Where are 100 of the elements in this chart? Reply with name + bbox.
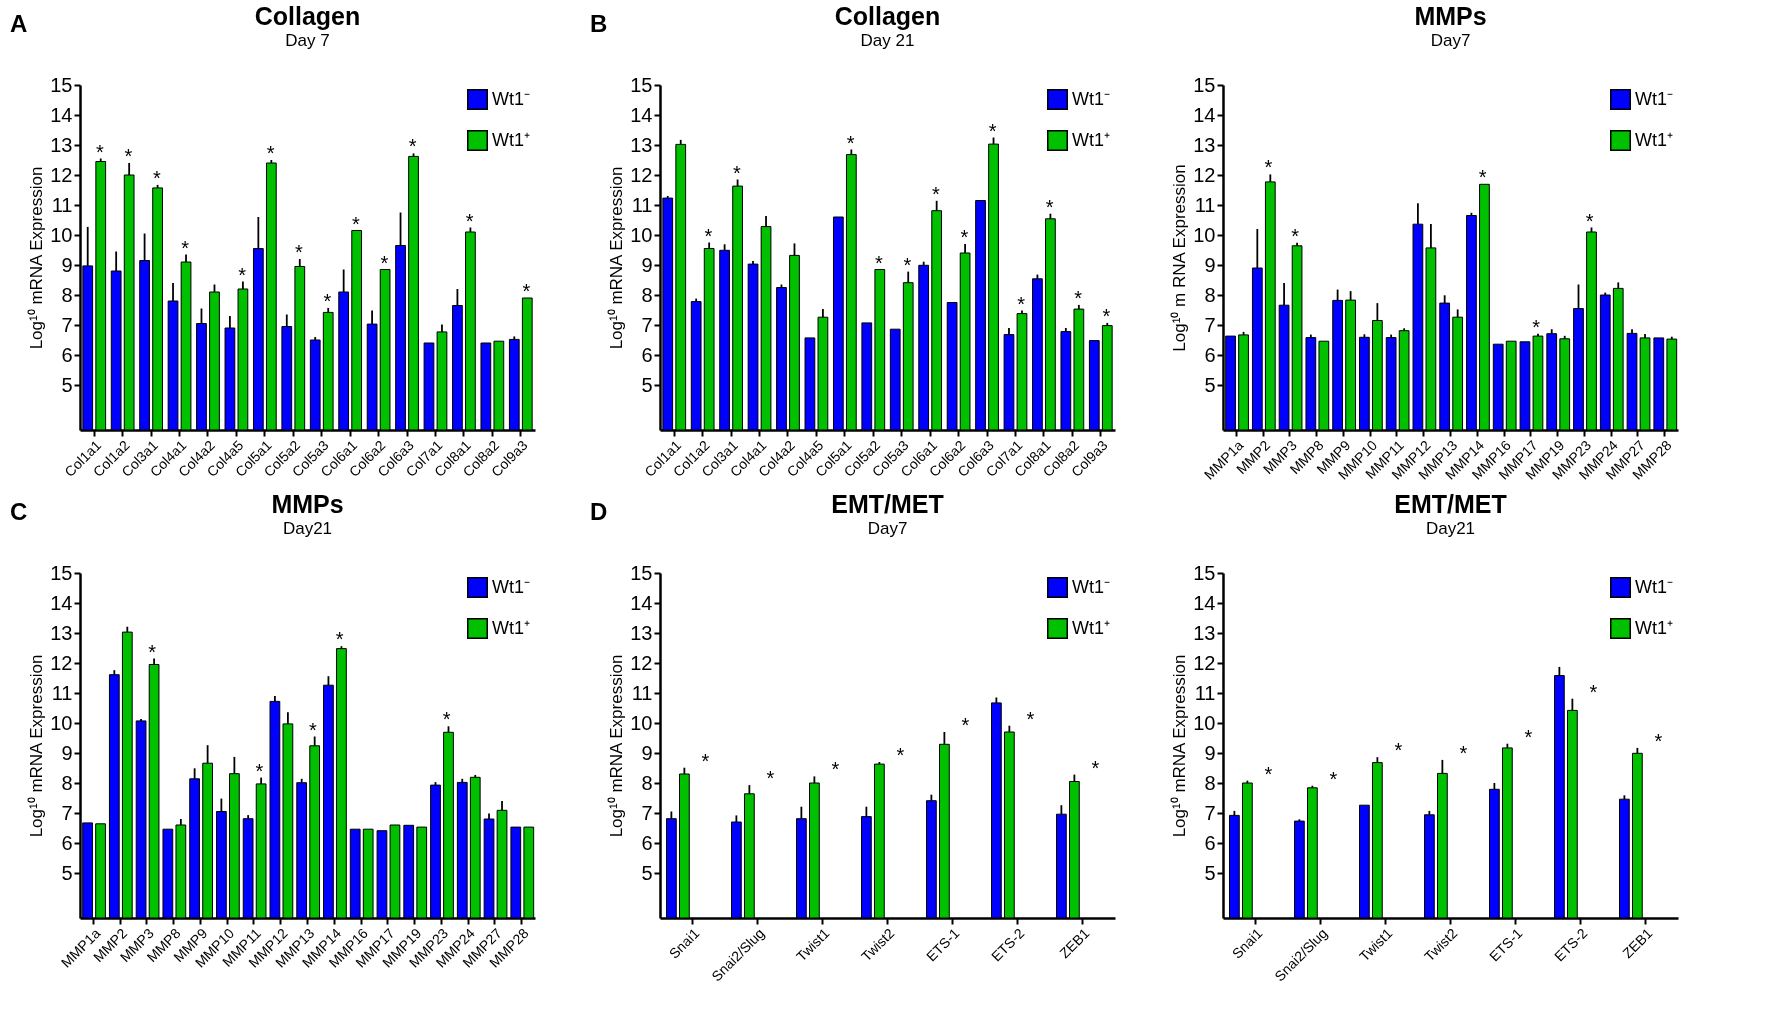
y-axis-title: Log¹⁰ mRNA Expression xyxy=(1170,654,1190,838)
y-tick-label: 5 xyxy=(641,861,653,884)
y-tick-label: 9 xyxy=(641,253,653,276)
annotation: * xyxy=(96,140,105,163)
y-axis-title: Log¹⁰ mRNA Expression xyxy=(607,654,627,838)
chart-subtitle: Day21 xyxy=(282,519,333,538)
legend-label: Wt1⁻ xyxy=(492,576,531,597)
y-tick-label: 10 xyxy=(50,223,73,246)
annotation: * xyxy=(255,759,264,782)
y-tick-label: 7 xyxy=(1204,313,1216,336)
y-tick-label: 10 xyxy=(1193,711,1216,734)
y-axis-title: Log¹⁰ m RNA Expression xyxy=(1170,164,1190,352)
annotation: * xyxy=(295,241,304,263)
legend-label: Wt1⁺ xyxy=(1072,617,1111,638)
y-tick-label: 8 xyxy=(61,771,73,794)
annotation: * xyxy=(1091,756,1100,779)
annotation: * xyxy=(124,145,133,167)
chart-title: Collagen xyxy=(254,2,361,30)
y-tick-label: 12 xyxy=(50,651,73,674)
y-tick-label: 6 xyxy=(641,831,653,854)
y-tick-label: 12 xyxy=(630,163,653,186)
annotation: * xyxy=(351,212,360,235)
y-tick-label: 14 xyxy=(50,591,73,614)
annotation: * xyxy=(1329,767,1338,790)
annotation: * xyxy=(1532,315,1541,338)
chart-title: MMPs xyxy=(271,490,344,518)
y-tick-label: 9 xyxy=(61,253,73,276)
y-tick-label: 12 xyxy=(1193,651,1216,674)
y-tick-label: 12 xyxy=(630,651,653,674)
y-tick-label: 13 xyxy=(630,621,653,644)
annotation: * xyxy=(323,289,332,312)
y-tick-label: 13 xyxy=(1193,621,1216,644)
y-tick-label: 13 xyxy=(630,133,653,156)
y-tick-label: 5 xyxy=(61,861,73,884)
annotation: * xyxy=(335,628,344,651)
legend-label: Wt1⁺ xyxy=(492,129,531,150)
y-tick-label: 5 xyxy=(61,373,73,396)
text: A xyxy=(10,10,28,37)
y-tick-label: 10 xyxy=(630,711,653,734)
annotation: * xyxy=(1585,209,1594,232)
y-tick-label: 11 xyxy=(1194,193,1216,216)
y-tick-label: 11 xyxy=(51,193,73,216)
y-tick-label: 14 xyxy=(630,591,653,614)
annotation: * xyxy=(1394,739,1403,762)
y-tick-label: 5 xyxy=(641,373,653,396)
annotation: * xyxy=(1459,741,1468,764)
y-tick-label: 6 xyxy=(61,343,73,366)
annotation: * xyxy=(1017,292,1026,315)
annotation: * xyxy=(988,119,997,142)
annotation: * xyxy=(152,166,161,189)
y-tick-label: 11 xyxy=(51,681,73,704)
legend-label: Wt1⁻ xyxy=(492,88,531,109)
y-tick-label: 15 xyxy=(1193,561,1216,584)
annotation: * xyxy=(408,135,417,158)
y-tick-label: 10 xyxy=(50,711,73,734)
y-tick-label: 15 xyxy=(50,73,73,96)
y-tick-label: 14 xyxy=(50,103,73,126)
chart-title: EMT/MET xyxy=(1394,490,1507,518)
y-tick-label: 5 xyxy=(1204,861,1216,884)
y-tick-label: 6 xyxy=(61,831,73,854)
annotation: * xyxy=(1654,729,1663,752)
legend-label: Wt1⁻ xyxy=(1072,576,1111,597)
y-tick-label: 14 xyxy=(1193,103,1216,126)
annotation: * xyxy=(380,251,389,274)
legend-label: Wt1⁻ xyxy=(1072,88,1111,109)
y-tick-label: 8 xyxy=(1204,283,1216,306)
annotation: * xyxy=(903,253,912,276)
chart-subtitle: Day 7 xyxy=(285,31,330,50)
text: B xyxy=(590,10,608,37)
annotation: * xyxy=(875,251,884,274)
y-tick-label: 7 xyxy=(641,313,653,336)
annotation: * xyxy=(732,161,741,184)
annotation: * xyxy=(148,640,157,663)
annotation: * xyxy=(1045,195,1054,218)
chart-subtitle: Day7 xyxy=(1430,31,1471,50)
y-tick-label: 15 xyxy=(1193,73,1216,96)
y-tick-label: 7 xyxy=(1204,801,1216,824)
y-tick-label: 12 xyxy=(50,163,73,186)
y-tick-label: 11 xyxy=(631,193,653,216)
y-tick-label: 10 xyxy=(630,223,653,246)
annotation: * xyxy=(1478,166,1487,189)
y-tick-label: 14 xyxy=(1193,591,1216,614)
chart-subtitle: Day21 xyxy=(1425,519,1476,538)
annotation: * xyxy=(266,142,275,164)
y-tick-label: 10 xyxy=(1193,223,1216,246)
annotation: * xyxy=(931,182,940,205)
annotation: * xyxy=(704,224,713,247)
y-axis-title: Log¹⁰ mRNA Expression xyxy=(27,166,47,350)
legend-label: Wt1⁺ xyxy=(1072,129,1111,150)
annotation: * xyxy=(846,131,855,154)
y-axis-title: Log¹⁰ mRNA Expression xyxy=(607,166,627,350)
annotation: * xyxy=(960,226,969,248)
y-tick-label: 8 xyxy=(641,771,653,794)
y-tick-label: 7 xyxy=(61,801,73,824)
annotation: * xyxy=(896,744,905,766)
y-tick-label: 6 xyxy=(1204,831,1216,854)
annotation: * xyxy=(465,209,474,232)
y-tick-label: 9 xyxy=(1204,253,1216,276)
legend-label: Wt1⁺ xyxy=(492,617,531,638)
annotation: * xyxy=(1589,680,1598,703)
